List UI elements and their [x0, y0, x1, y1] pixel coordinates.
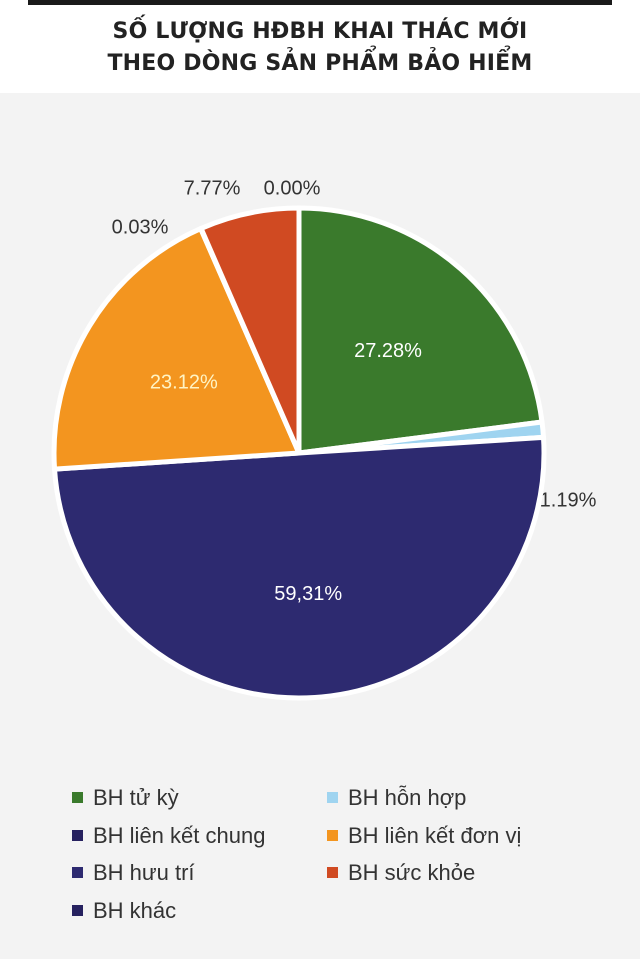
legend-swatch [327, 867, 338, 878]
legend-item-bh-lien-ket-don-vi: BH liên kết đơn vị [327, 824, 521, 848]
legend-item-bh-tu-ky: BH tử kỳ [72, 786, 179, 810]
legend-label: BH sức khỏe [348, 860, 476, 885]
legend-item-bh-khac: BH khác [72, 899, 176, 923]
legend-item-bh-hon-hop: BH hỗn hợp [327, 786, 466, 810]
slice-data-label: 7.77% [184, 177, 241, 199]
legend-swatch [72, 830, 83, 841]
pie-slice [198, 205, 302, 456]
legend-label: BH khác [93, 898, 177, 923]
legend-swatch [327, 830, 338, 841]
pie-chart: 27.28% 1.19% 59,31% 23.12% 0.03% 7.77% 0.00% [51, 177, 597, 701]
legend-item-bh-lien-ket-chung: BH liên kết chung [72, 824, 265, 848]
chart-title-line-2: THEO DÒNG SẢN PHẨM BẢO HIỂM [107, 51, 533, 76]
pie-slice [51, 226, 302, 472]
top-rule [28, 0, 612, 5]
legend-item-bh-suc-khoe: BH sức khỏe [327, 861, 475, 885]
slice-data-label: 27.28% [354, 340, 422, 362]
legend-label: BH hưu trí [93, 860, 195, 885]
chart-title-line-1: SỐ LƯỢNG HĐBH KHAI THÁC MỚI [112, 19, 528, 44]
chart-header: SỐ LƯỢNG HĐBH KHAI THÁC MỚI THEO DÒNG SẢ… [0, 5, 640, 93]
legend-label: BH liên kết đơn vị [348, 823, 522, 848]
legend-label: BH tử kỳ [93, 785, 179, 810]
slice-data-label: 23.12% [150, 371, 218, 393]
legend-item-bh-huu-tri: BH hưu trí [72, 861, 195, 885]
slice-data-label: 1.19% [540, 489, 597, 511]
slice-data-label: 0.00% [264, 177, 321, 199]
chart-panel: 27.28% 1.19% 59,31% 23.12% 0.03% 7.77% 0.00% B… [0, 93, 640, 959]
pie-slice [296, 205, 545, 456]
pie-slice [52, 434, 547, 701]
legend-label: BH hỗn hợp [348, 785, 467, 810]
slice-data-label: 0.03% [112, 216, 169, 238]
slice-data-label: 59,31% [274, 583, 342, 605]
legend-swatch [72, 792, 83, 803]
legend-swatch [72, 867, 83, 878]
legend-label: BH liên kết chung [93, 823, 266, 848]
legend-swatch [72, 905, 83, 916]
legend-swatch [327, 792, 338, 803]
